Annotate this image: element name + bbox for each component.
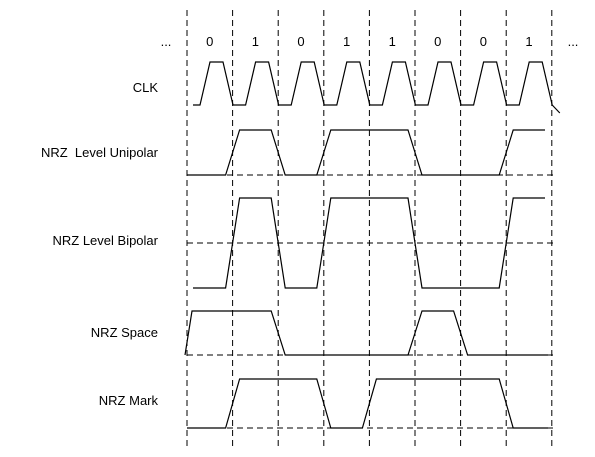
ellipsis-right: ... [568, 34, 579, 49]
bit-values-row: ... ... 0 1 0 1 1 0 0 1 [161, 34, 579, 49]
bit-value: 1 [252, 34, 259, 49]
waveform-clk [193, 61, 561, 114]
bit-boundary-lines [186, 10, 553, 447]
label-clk: CLK [133, 80, 159, 95]
bit-value: 1 [389, 34, 396, 49]
bit-value: 1 [343, 34, 350, 49]
label-nrz-mark: NRZ Mark [99, 393, 159, 408]
label-nrz-level-unipolar: NRZ Level Unipolar [41, 145, 159, 160]
waveforms [184, 61, 561, 429]
bit-value: 1 [525, 34, 532, 49]
reference-lines [187, 174, 555, 429]
waveform-nrz-level-bipolar [193, 197, 545, 289]
waveform-nrz-space [184, 310, 548, 356]
bit-value: 0 [434, 34, 441, 49]
bit-value: 0 [297, 34, 304, 49]
ellipsis-left: ... [161, 34, 172, 49]
label-nrz-level-bipolar: NRZ Level Bipolar [53, 233, 159, 248]
signal-labels: CLK NRZ Level Unipolar NRZ Level Bipolar… [41, 80, 159, 408]
label-nrz-space: NRZ Space [91, 325, 158, 340]
bit-value: 0 [480, 34, 487, 49]
waveform-nrz-mark [187, 378, 548, 429]
waveform-nrz-level-unipolar [187, 129, 545, 176]
bit-value: 0 [206, 34, 213, 49]
